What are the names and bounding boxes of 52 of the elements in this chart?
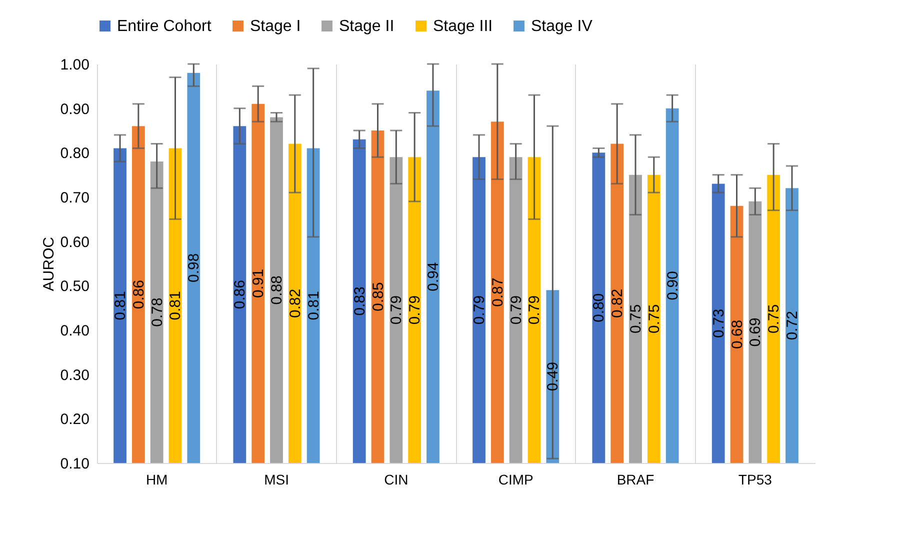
y-tick-label: 0.40 bbox=[60, 322, 90, 340]
y-tick-label: 0.70 bbox=[60, 190, 90, 206]
y-tick-label: 0.80 bbox=[60, 145, 90, 162]
data-label: 0.83 bbox=[351, 286, 368, 316]
data-label: 0.68 bbox=[728, 320, 746, 350]
y-tick-label: 1.00 bbox=[60, 56, 90, 74]
data-label: 0.88 bbox=[268, 276, 286, 305]
data-label: 0.86 bbox=[130, 280, 148, 310]
x-tick-label: CIN bbox=[384, 472, 408, 488]
data-label: 0.75 bbox=[766, 304, 783, 334]
x-tick-label: HM bbox=[146, 472, 168, 488]
data-label: 0.78 bbox=[148, 298, 166, 327]
data-label: 0.69 bbox=[747, 318, 764, 347]
y-tick-label: 0.20 bbox=[60, 411, 90, 428]
y-tick-label: 0.60 bbox=[60, 234, 90, 251]
data-label: 0.82 bbox=[609, 288, 626, 318]
data-label: 0.81 bbox=[112, 291, 130, 320]
data-label: 0.79 bbox=[508, 295, 525, 325]
legend-label: Stage IV bbox=[531, 18, 593, 35]
data-label: 0.81 bbox=[167, 291, 184, 320]
data-label: 0.90 bbox=[664, 271, 682, 300]
data-label: 0.98 bbox=[186, 253, 203, 283]
y-tick-label: 0.90 bbox=[60, 100, 90, 118]
data-label: 0.72 bbox=[784, 310, 801, 340]
data-label: 0.79 bbox=[406, 295, 424, 325]
data-label: 0.86 bbox=[232, 280, 249, 310]
data-label: 0.85 bbox=[370, 282, 387, 312]
x-tick-label: CIMP bbox=[498, 472, 534, 488]
x-tick-label: TP53 bbox=[738, 472, 772, 488]
legend-label: Entire Cohort bbox=[117, 18, 212, 35]
x-tick-label: MSI bbox=[264, 472, 289, 488]
x-tick-label: BRAF bbox=[616, 472, 654, 488]
data-label: 0.91 bbox=[250, 268, 268, 298]
y-axis-title: AUROC bbox=[40, 236, 58, 292]
data-label: 0.79 bbox=[526, 295, 544, 325]
data-label: 0.79 bbox=[388, 295, 406, 325]
data-label: 0.80 bbox=[590, 293, 608, 322]
y-tick-label: 0.50 bbox=[60, 278, 90, 296]
legend-label: Stage III bbox=[433, 18, 493, 35]
y-tick-label: 0.10 bbox=[60, 456, 90, 472]
data-label: 0.49 bbox=[544, 362, 562, 392]
legend-label: Stage II bbox=[339, 18, 394, 35]
data-label: 0.79 bbox=[471, 295, 488, 325]
data-label: 0.82 bbox=[286, 288, 304, 318]
data-label: 0.87 bbox=[489, 278, 506, 307]
data-label: 0.75 bbox=[646, 304, 663, 334]
legend-label: Stage I bbox=[250, 18, 301, 35]
y-tick-label: 0.30 bbox=[60, 366, 90, 384]
data-label: 0.81 bbox=[305, 291, 322, 320]
data-label: 0.73 bbox=[710, 308, 728, 338]
data-label: 0.75 bbox=[628, 304, 644, 334]
data-label: 0.94 bbox=[424, 262, 442, 292]
